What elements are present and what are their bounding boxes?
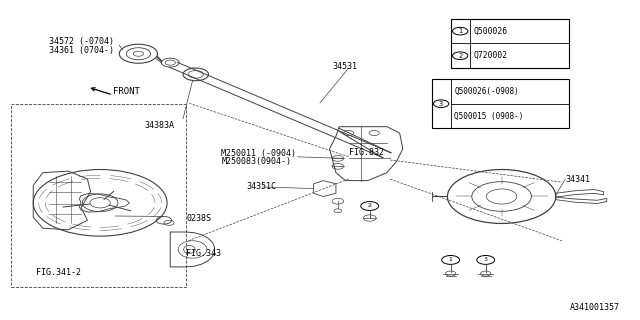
Text: 34383A: 34383A xyxy=(145,121,175,130)
Text: 34341: 34341 xyxy=(565,174,590,184)
Text: Q500026: Q500026 xyxy=(474,27,508,36)
Bar xyxy=(431,79,568,128)
Text: 3: 3 xyxy=(484,257,488,262)
Bar xyxy=(11,105,186,287)
Text: FIG.343: FIG.343 xyxy=(186,249,221,258)
Text: Q720002: Q720002 xyxy=(474,51,508,60)
Text: A341001357: A341001357 xyxy=(570,303,620,312)
Text: Q500026(-0908): Q500026(-0908) xyxy=(454,87,519,96)
Bar xyxy=(451,19,568,68)
Text: 34572 (-0704): 34572 (-0704) xyxy=(49,36,114,45)
Text: 34361 (0704-): 34361 (0704-) xyxy=(49,46,114,55)
Text: 0238S: 0238S xyxy=(186,214,211,223)
Text: 1: 1 xyxy=(458,28,462,34)
Text: M250083(0904-): M250083(0904-) xyxy=(221,157,291,166)
Text: 2: 2 xyxy=(458,53,462,59)
Text: 2: 2 xyxy=(368,204,372,209)
Text: FIG.832: FIG.832 xyxy=(349,148,383,156)
Text: 3: 3 xyxy=(439,101,443,107)
Text: FIG.341-2: FIG.341-2 xyxy=(36,268,81,277)
Text: 34531: 34531 xyxy=(333,62,358,71)
Circle shape xyxy=(334,209,342,213)
Text: 1: 1 xyxy=(449,257,452,262)
Text: Q500015 (0908-): Q500015 (0908-) xyxy=(454,111,524,121)
Text: M250011 (-0904): M250011 (-0904) xyxy=(221,149,296,158)
Text: FRONT: FRONT xyxy=(113,87,140,96)
Text: 34351C: 34351C xyxy=(246,182,276,191)
